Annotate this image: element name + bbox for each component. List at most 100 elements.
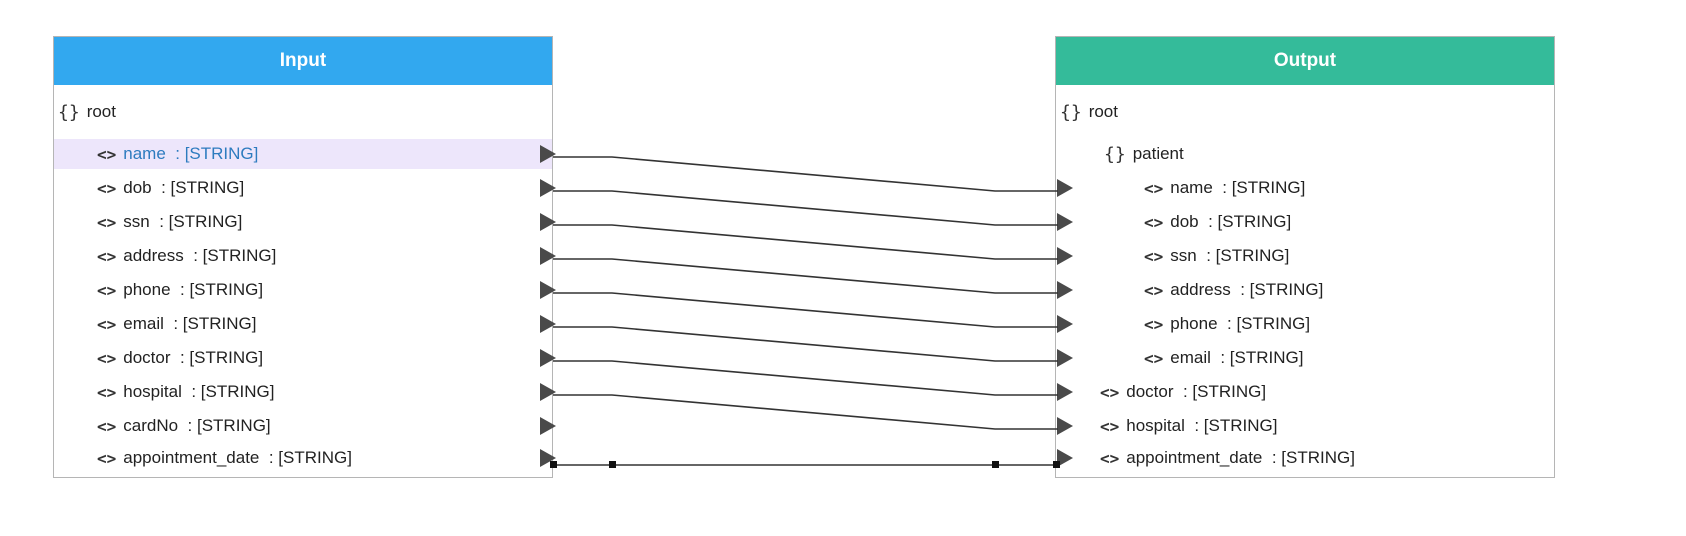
primitive-icon: <> [1144,314,1164,334]
output-port-icon[interactable] [540,179,556,197]
output-field-patient-name[interactable]: <> name : [STRING] [1056,173,1554,203]
primitive-icon: <> [1144,178,1164,198]
input-field-ssn[interactable]: <> ssn : [STRING] [54,207,556,237]
object-icon: {} [58,101,80,123]
field-type: : [STRING] [161,178,245,197]
field-label: phone [123,280,171,299]
input-panel: Input {} root <> name : [STRING] <> dob … [53,36,556,478]
primitive-icon: <> [97,280,117,300]
field-label: ssn [1170,246,1197,265]
output-field-doctor[interactable]: <> doctor : [STRING] [1056,377,1554,407]
field-label: name [1170,178,1213,197]
mapping-link-phone[interactable] [553,292,1058,328]
primitive-icon: <> [1100,382,1120,402]
mapping-link-doctor[interactable] [553,360,1058,396]
output-field-patient-dob[interactable]: <> dob : [STRING] [1056,207,1554,237]
output-port-icon[interactable] [540,315,556,333]
primitive-icon: <> [1100,416,1120,436]
object-icon: {} [1060,101,1082,123]
input-field-dob[interactable]: <> dob : [STRING] [54,173,556,203]
mapping-link-hospital[interactable] [553,394,1058,430]
field-type [166,144,175,164]
mapping-link-dob[interactable] [553,190,1058,226]
input-root-node[interactable]: {} root [54,97,552,127]
field-label: address [123,246,184,265]
input-panel-header: Input [54,37,552,85]
output-port-icon[interactable] [540,281,556,299]
input-port-icon[interactable] [1057,417,1073,435]
field-label: email [1170,348,1211,367]
field-type: : [STRING] [1194,416,1278,435]
output-field-patient-email[interactable]: <> email : [STRING] [1056,343,1554,373]
output-patient-label: patient [1132,144,1184,163]
output-root-node[interactable]: {} root [1056,97,1554,127]
input-port-icon[interactable] [1057,315,1073,333]
field-label: doctor [1126,382,1174,401]
input-port-icon[interactable] [1057,281,1073,299]
field-type: : [STRING] [1227,314,1311,333]
field-type: : [STRING] [173,314,257,333]
field-type: : [STRING] [1271,448,1355,467]
primitive-icon: <> [1144,246,1164,266]
input-field-doctor[interactable]: <> doctor : [STRING] [54,343,556,373]
output-port-icon[interactable] [540,145,556,163]
output-port-icon[interactable] [540,247,556,265]
field-type: : [STRING] [193,246,277,265]
input-port-icon[interactable] [1057,213,1073,231]
output-field-patient-address[interactable]: <> address : [STRING] [1056,275,1554,305]
output-field-appointment-date[interactable]: <> appointment_date : [STRING] [1056,443,1554,473]
output-port-icon[interactable] [540,449,556,467]
output-field-patient-ssn[interactable]: <> ssn : [STRING] [1056,241,1554,271]
mapping-link-name[interactable] [553,156,1058,192]
field-label: address [1170,280,1231,299]
field-label: ssn [123,212,150,231]
input-port-icon[interactable] [1057,247,1073,265]
field-label: dob [1170,212,1199,231]
field-type: : [STRING] [179,348,264,367]
primitive-icon: <> [97,246,117,266]
output-port-icon[interactable] [540,383,556,401]
output-port-icon[interactable] [540,417,556,435]
output-port-icon[interactable] [540,349,556,367]
input-port-icon[interactable] [1057,179,1073,197]
link-handle[interactable] [609,461,616,468]
primitive-icon: <> [97,144,117,164]
link-handle[interactable] [992,461,999,468]
field-label: doctor [123,348,171,367]
primitive-icon: <> [97,348,117,368]
mapping-link-address[interactable] [553,258,1058,294]
field-type: : [STRING] [180,280,264,299]
input-field-hospital[interactable]: <> hospital : [STRING] [54,377,556,407]
field-type: : [STRING] [1182,382,1267,401]
input-field-email[interactable]: <> email : [STRING] [54,309,556,339]
field-type: : [STRING] [187,416,271,435]
input-port-icon[interactable] [1057,349,1073,367]
output-field-patient-phone[interactable]: <> phone : [STRING] [1056,309,1554,339]
field-label: email [123,314,164,333]
primitive-icon: <> [1144,212,1164,232]
input-field-cardno[interactable]: <> cardNo : [STRING] [54,411,556,441]
primitive-icon: <> [1100,448,1120,468]
field-label: phone [1170,314,1218,333]
field-label: appointment_date [123,448,260,467]
output-port-icon[interactable] [540,213,556,231]
input-field-appointment-date[interactable]: <> appointment_date : [STRING] [54,443,556,473]
field-type: : [STRING] [1222,178,1306,197]
output-root-label: root [1088,102,1118,121]
field-type: : [STRING] [1220,348,1304,367]
input-field-address[interactable]: <> address : [STRING] [54,241,556,271]
mapping-link-ssn[interactable] [553,224,1058,260]
mapping-link-email[interactable] [553,326,1058,362]
input-port-icon[interactable] [1057,383,1073,401]
primitive-icon: <> [1144,280,1164,300]
field-type: : [STRING] [175,144,259,163]
primitive-icon: <> [97,382,117,402]
output-patient-node[interactable]: {} patient [1056,139,1554,169]
field-label: name [123,144,166,163]
input-field-phone[interactable]: <> phone : [STRING] [54,275,556,305]
primitive-icon: <> [97,178,117,198]
input-field-name[interactable]: <> name : [STRING] [54,139,556,169]
input-port-icon[interactable] [1057,449,1073,467]
primitive-icon: <> [97,416,117,436]
output-field-hospital[interactable]: <> hospital : [STRING] [1056,411,1554,441]
